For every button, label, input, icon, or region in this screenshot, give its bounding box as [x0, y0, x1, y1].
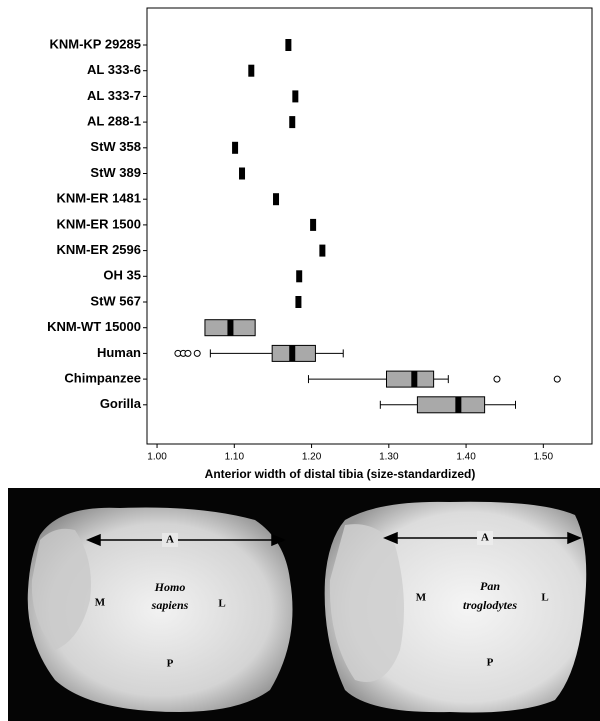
arrow-head [86, 533, 101, 547]
outlier [553, 375, 561, 383]
species-name: Pan [480, 579, 500, 593]
specimen-mark [296, 270, 303, 283]
box [385, 370, 435, 388]
arrow-head [271, 533, 286, 547]
malleolus-pan [329, 524, 404, 682]
y-tick-label: StW 358 [90, 139, 141, 154]
outlier [184, 349, 192, 357]
specimen-mark [310, 218, 317, 231]
specimen-mark [295, 296, 302, 308]
tibia-homo [27, 507, 293, 712]
y-tick-label: Human [97, 345, 141, 360]
y-tick-label: StW 389 [90, 165, 141, 180]
median [289, 345, 296, 362]
y-tick-label: Chimpanzee [64, 371, 141, 386]
y-tick-label: KNM-WT 15000 [47, 319, 141, 334]
species-name: Homo [154, 580, 186, 594]
plot-frame [146, 7, 593, 445]
specimen-mark [248, 64, 255, 77]
y-tick-label: KNM-ER 1481 [56, 191, 141, 206]
y-tick-label: AL 333-7 [87, 88, 141, 103]
photo-panel: A Homo sapiens M L P A Pan troglodytes M… [8, 488, 600, 721]
anterior-label: A [166, 534, 174, 546]
anterior-label: A [481, 532, 489, 544]
y-tick-label: StW 567 [90, 293, 141, 308]
lateral-label: L [541, 592, 548, 604]
median [227, 319, 234, 336]
x-tick-label: 1.00 [147, 452, 167, 463]
label-bg [162, 533, 178, 547]
x-axis-label: Anterior width of distal tibia (size-sta… [205, 467, 476, 481]
y-tick-label: Gorilla [100, 396, 142, 411]
outlier [493, 375, 501, 383]
y-tick-label: KNM-KP 29285 [49, 36, 141, 51]
y-tick-label: AL 333-6 [87, 62, 141, 77]
y-tick-label: OH 35 [103, 268, 141, 283]
medial-label: M [416, 592, 427, 604]
x-tick-label: 1.30 [379, 452, 399, 463]
y-tick-label: KNM-ER 1500 [56, 216, 141, 231]
x-tick-label: 1.20 [302, 452, 322, 463]
median [411, 371, 418, 388]
specimen-mark [289, 116, 296, 129]
median [455, 396, 462, 413]
posterior-label: P [487, 657, 494, 669]
medial-label: M [95, 597, 106, 609]
label-bg [477, 531, 493, 545]
posterior-label: P [167, 658, 174, 670]
x-tick-label: 1.40 [456, 452, 476, 463]
specimen-mark [239, 167, 246, 180]
specimen-mark [292, 90, 299, 103]
box [416, 396, 486, 414]
arrow-head [383, 531, 398, 545]
y-tick-label: AL 288-1 [87, 114, 141, 129]
x-tick-label: 1.50 [534, 452, 554, 463]
outlier [193, 349, 201, 357]
specimen-mark [273, 193, 280, 206]
species-name: sapiens [151, 598, 189, 612]
specimen-mark [319, 244, 326, 257]
x-tick-label: 1.10 [225, 452, 245, 463]
y-tick-label: KNM-ER 2596 [56, 242, 141, 257]
species-name: troglodytes [463, 598, 517, 612]
lateral-label: L [218, 598, 225, 610]
specimen-mark [232, 141, 239, 154]
arrow-head [567, 531, 582, 545]
malleolus-homo [31, 528, 91, 650]
specimen-mark [285, 39, 292, 51]
